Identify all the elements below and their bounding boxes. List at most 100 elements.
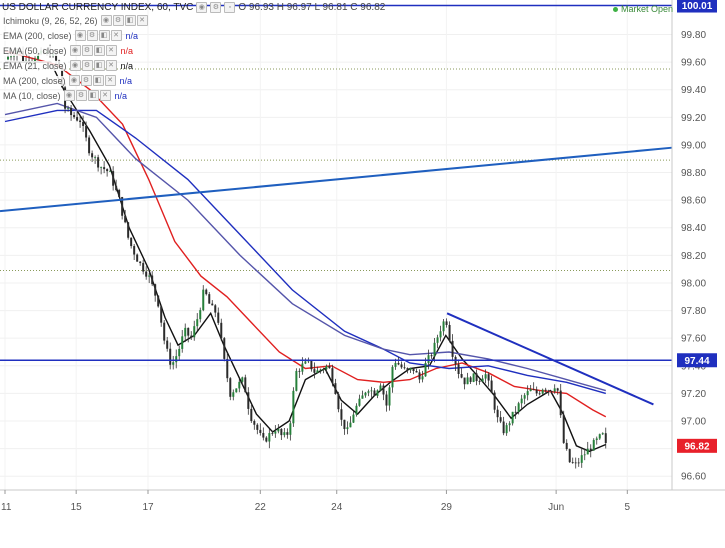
candle-body	[604, 433, 607, 443]
candle-body	[127, 222, 130, 238]
candle-body	[172, 362, 175, 365]
settings-icon[interactable]: ⚙	[75, 90, 87, 101]
indicator-row[interactable]: EMA (21, close) ◉ ⚙ ◧ ✕ n/a	[2, 58, 385, 73]
symbol-title[interactable]: US DOLLAR CURRENCY INDEX, 60, TVC	[2, 2, 194, 13]
eye-icon[interactable]: ◉	[68, 75, 80, 86]
candle-body	[553, 388, 556, 392]
settings-icon[interactable]: ⚙	[80, 75, 92, 86]
indicator-name: EMA (21, close)	[2, 60, 68, 71]
symbol-row: US DOLLAR CURRENCY INDEX, 60, TVC ◉ ⚙ ▫ …	[2, 2, 385, 13]
indicator-row[interactable]: MA (10, close) ◉ ⚙ ◧ ✕ n/a	[2, 88, 385, 103]
candle-body	[244, 377, 247, 393]
candle-body	[469, 377, 472, 382]
source-icon[interactable]: ◧	[98, 30, 110, 41]
close-icon[interactable]: ✕	[110, 30, 122, 41]
settings-icon[interactable]: ⚙	[210, 2, 222, 13]
candle-body	[205, 289, 208, 295]
candle-body	[508, 423, 511, 426]
eye-icon[interactable]: ◉	[63, 90, 75, 101]
candle-body	[193, 326, 196, 338]
indicator-row[interactable]: EMA (200, close) ◉ ⚙ ◧ ✕ n/a	[2, 28, 385, 43]
candle-body	[475, 373, 478, 382]
candle-body	[250, 408, 253, 422]
candle-body	[541, 389, 544, 394]
candle-body	[394, 362, 397, 367]
candle-body	[601, 433, 604, 435]
candle-body	[349, 422, 352, 428]
candle-body	[82, 121, 85, 126]
eye-icon[interactable]: ◉	[196, 2, 208, 13]
indicator-row[interactable]: MA (200, close) ◉ ⚙ ◧ ✕ n/a	[2, 73, 385, 88]
candle-body	[85, 125, 88, 138]
price-tick-label: 97.60	[681, 334, 706, 345]
candle-body	[130, 237, 133, 247]
price-tick-label: 98.20	[681, 251, 706, 262]
candle-body	[445, 321, 448, 325]
eye-icon[interactable]: ◉	[74, 30, 86, 41]
trendline[interactable]	[446, 312, 654, 406]
candle-body	[274, 431, 277, 434]
price-tick-label: 98.60	[681, 196, 706, 207]
candle-body	[505, 425, 508, 434]
candle-body	[346, 427, 349, 430]
candle-body	[379, 385, 382, 391]
time-tick-label: Jun	[548, 502, 564, 513]
horizontal-levels[interactable]	[0, 4, 672, 362]
indicator-row[interactable]: Ichimoku (9, 26, 52, 26) ◉ ⚙ ◧ ✕	[2, 13, 385, 28]
source-icon[interactable]: ◧	[87, 90, 99, 101]
settings-icon[interactable]: ⚙	[81, 60, 93, 71]
eye-icon[interactable]: ◉	[69, 60, 81, 71]
candle-body	[400, 364, 403, 368]
candle-body	[535, 389, 538, 394]
time-axis[interactable]: 11 15 17 22 24 29 Jun 5	[1, 490, 631, 513]
settings-icon[interactable]: ⚙	[81, 45, 93, 56]
more-icon[interactable]: ▫	[224, 2, 236, 13]
candle-body	[10, 56, 13, 58]
candle-body	[430, 355, 433, 357]
settings-icon[interactable]: ⚙	[86, 30, 98, 41]
source-icon[interactable]: ◧	[124, 15, 136, 26]
trendlines[interactable]	[0, 146, 673, 406]
candle-body	[136, 254, 139, 262]
candle-body	[433, 342, 436, 357]
grid-layer	[0, 0, 672, 490]
close-icon[interactable]: ✕	[105, 45, 117, 56]
indicator-row[interactable]: EMA (50, close) ◉ ⚙ ◧ ✕ n/a	[2, 43, 385, 58]
source-icon[interactable]: ◧	[93, 60, 105, 71]
candle-body	[304, 361, 307, 364]
candle-body	[343, 419, 346, 430]
candle-body	[79, 120, 82, 122]
level-price-tag	[677, 353, 717, 368]
close-icon[interactable]: ✕	[104, 75, 116, 86]
candle-body	[487, 374, 490, 381]
candle-body	[154, 284, 157, 296]
last-price-text: 96.82	[684, 441, 709, 452]
level-price-text: 97.44	[684, 356, 709, 367]
source-icon[interactable]: ◧	[93, 45, 105, 56]
candle-body	[358, 398, 361, 406]
candle-body	[559, 390, 562, 416]
close-icon[interactable]: ✕	[105, 60, 117, 71]
candle-body	[121, 197, 124, 216]
candle-body	[361, 395, 364, 399]
candle-body	[22, 51, 25, 61]
ohlc-values: O 96.93 H 96.97 L 96.81 C 96.82	[238, 2, 386, 13]
indicator-buttons: ◉ ⚙ ◧ ✕	[100, 15, 148, 26]
source-icon[interactable]: ◧	[92, 75, 104, 86]
close-icon[interactable]: ✕	[136, 15, 148, 26]
candle-body	[583, 454, 586, 456]
candle-body	[331, 368, 334, 384]
settings-icon[interactable]: ⚙	[112, 15, 124, 26]
eye-icon[interactable]: ◉	[69, 45, 81, 56]
candles	[7, 44, 607, 469]
candle-body	[373, 390, 376, 396]
status-dot-icon	[613, 7, 618, 13]
eye-icon[interactable]: ◉	[100, 15, 112, 26]
price-tick-label: 96.60	[681, 472, 706, 483]
trendline[interactable]	[0, 146, 673, 213]
close-icon[interactable]: ✕	[99, 90, 111, 101]
candle-body	[382, 385, 385, 395]
candle-body	[268, 433, 271, 442]
